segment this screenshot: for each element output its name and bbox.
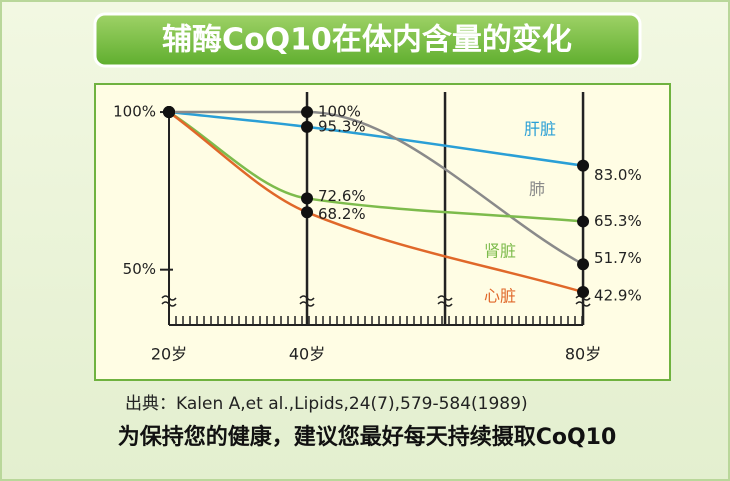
data-point [301,192,314,205]
data-point [301,206,314,219]
data-point [301,106,314,119]
footer: 为保持您的健康，建议您最好每天持续摄取CoQ10 [118,424,617,450]
series-line [168,110,584,167]
data-point [577,215,590,228]
chart-title: 辅酶CoQ10在体内含量的变化 [162,23,572,58]
series-name: 肺 [529,180,545,199]
title-banner [93,12,642,68]
series-name: 心脏 [484,287,516,306]
series-line [169,110,584,266]
data-label: 83.0% [594,166,642,184]
data-label: 42.9% [594,287,642,305]
source: 出典：Kalen A,et al.,Lipids,24(7),579-584(1… [125,394,528,414]
series-line [168,111,584,294]
series-line [168,110,584,223]
x-tick-label: 20岁 [151,345,187,364]
data-point [577,159,590,172]
data-point [577,286,590,299]
data-label: 72.6% [318,187,366,205]
data-point [301,120,314,133]
y-tick-label: 50% [123,260,156,278]
plot-panel [94,83,671,381]
series-name: 肝脏 [524,120,556,139]
data-point [577,258,590,271]
data-label: 65.3% [594,212,642,230]
x-tick-label: 80岁 [565,345,601,364]
data-label: 51.7% [594,249,642,267]
axis-break [161,295,177,307]
axis-break [437,295,453,307]
data-label: 95.3% [318,117,366,135]
series-name: 肾脏 [484,242,516,261]
y-tick-label: 100% [113,103,156,121]
data-label: 68.2% [318,205,366,223]
x-tick-label: 40岁 [289,345,325,364]
data-label: 100% [318,103,361,121]
data-point [163,106,176,119]
axis-break [299,295,315,307]
